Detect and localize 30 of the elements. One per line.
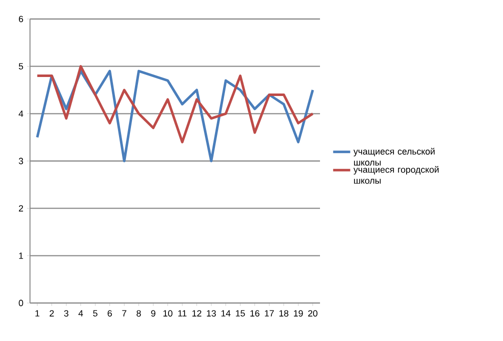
line-series <box>36 65 314 144</box>
x-tick-label: 1 <box>35 310 40 316</box>
x-tick-label: 18 <box>279 310 288 317</box>
y-tick-label: 0 <box>18 300 24 306</box>
y-tick-label: 2 <box>18 205 24 212</box>
x-tick-label: 8 <box>136 310 141 317</box>
x-tick-label: 16 <box>250 310 260 317</box>
y-tick-label: 5 <box>18 63 24 70</box>
x-tick-label: 5 <box>93 310 98 316</box>
legend-label: учащиеся сельской школы <box>353 148 435 166</box>
x-tick-label: 9 <box>151 310 156 317</box>
x-tick-label: 13 <box>206 310 216 317</box>
x-tick-label: 4 <box>78 310 83 316</box>
x-tick-label: 3 <box>64 310 68 317</box>
legend-label: учащиеся городской школы <box>353 166 439 184</box>
x-tick-label: 20 <box>308 310 318 317</box>
x-tick-label: 2 <box>50 310 54 316</box>
x-tick-label: 15 <box>236 310 245 316</box>
y-tick-label: 6 <box>18 16 24 22</box>
x-tick-label: 17 <box>264 310 274 316</box>
x-tick-label: 7 <box>122 310 126 316</box>
x-tick-label: 11 <box>178 310 186 316</box>
x-tick-label: 10 <box>163 310 172 317</box>
y-tick-label: 1 <box>19 252 24 259</box>
y-tick-label: 4 <box>18 110 24 117</box>
x-tick-label: 12 <box>192 310 202 316</box>
x-tick-label: 6 <box>108 310 112 317</box>
x-tick-label: 14 <box>221 310 230 316</box>
y-tick-label: 3 <box>18 158 24 164</box>
x-tick-label: 19 <box>294 310 303 317</box>
